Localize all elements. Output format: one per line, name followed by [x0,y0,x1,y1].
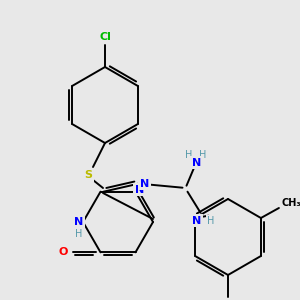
Text: N: N [74,217,84,227]
Text: S: S [84,170,92,180]
Text: H: H [75,229,83,239]
Text: N: N [140,179,149,189]
Text: N: N [135,185,144,195]
Text: CH₃: CH₃ [281,198,300,208]
Text: O: O [59,247,68,257]
Text: H: H [207,216,214,226]
Text: H: H [185,150,192,160]
Text: H: H [199,150,206,160]
Text: N: N [192,216,201,226]
Text: N: N [192,158,201,168]
Text: Cl: Cl [99,32,111,42]
